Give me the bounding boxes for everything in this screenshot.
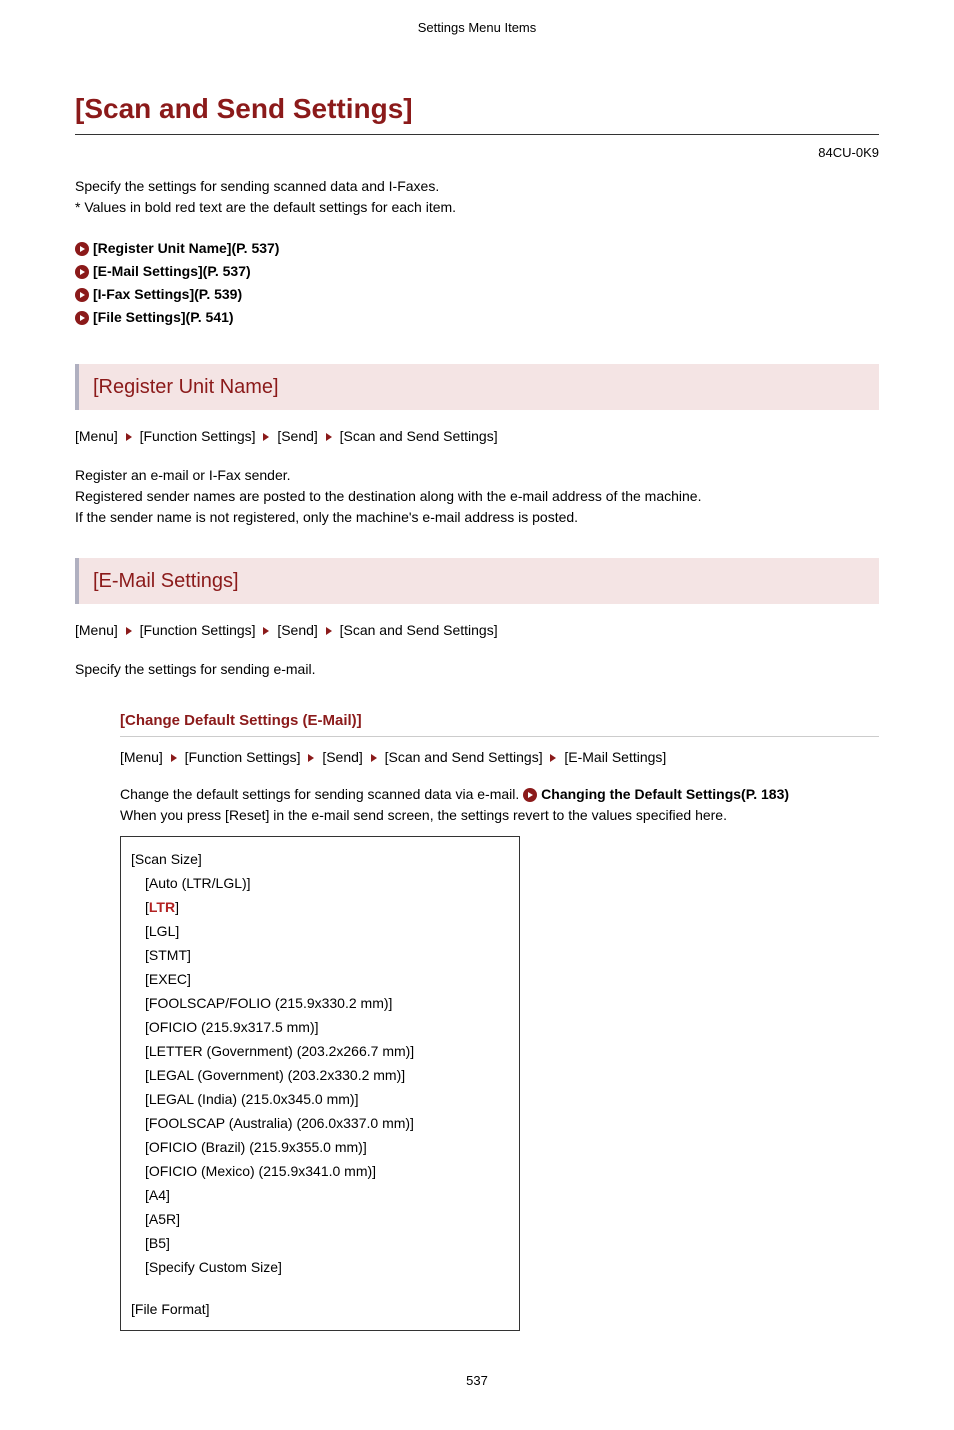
chevron-right-icon [550, 754, 556, 762]
chevron-right-icon [326, 433, 332, 441]
breadcrumb-item: [Function Settings] [140, 428, 256, 444]
link-label: [Register Unit Name](P. 537) [93, 238, 279, 259]
section-header-register: [Register Unit Name] [75, 364, 879, 410]
settings-box: [Scan Size] [Auto (LTR/LGL)] [LTR] [LGL]… [120, 836, 520, 1331]
setting-option: [OFICIO (Mexico) (215.9x341.0 mm)] [145, 1161, 509, 1182]
breadcrumb-item: [Scan and Send Settings] [385, 749, 543, 765]
body-line: Register an e-mail or I-Fax sender. [75, 465, 879, 486]
breadcrumb-item: [Send] [277, 428, 317, 444]
setting-option: [LEGAL (Government) (203.2x330.2 mm)] [145, 1065, 509, 1086]
setting-option: [LGL] [145, 921, 509, 942]
breadcrumb-item: [Function Settings] [185, 749, 301, 765]
setting-option: [OFICIO (215.9x317.5 mm)] [145, 1017, 509, 1038]
breadcrumb-item: [Menu] [120, 749, 163, 765]
breadcrumb-item: [Send] [322, 749, 362, 765]
chevron-right-icon [126, 627, 132, 635]
chevron-right-icon [308, 754, 314, 762]
setting-option: [B5] [145, 1233, 509, 1254]
setting-option: [FOOLSCAP/FOLIO (215.9x330.2 mm)] [145, 993, 509, 1014]
setting-group-scan-size: [Scan Size] [131, 849, 509, 870]
intro-text: Specify the settings for sending scanned… [75, 176, 879, 218]
link-file-settings[interactable]: [File Settings](P. 541) [75, 307, 879, 328]
page-number: 537 [75, 1371, 879, 1391]
page-title: [Scan and Send Settings] [75, 88, 879, 135]
document-code: 84CU-0K9 [75, 143, 879, 163]
chevron-right-icon [126, 433, 132, 441]
sub-desc: Change the default settings for sending … [120, 784, 879, 826]
setting-option: [A4] [145, 1185, 509, 1206]
breadcrumb-register: [Menu] [Function Settings] [Send] [Scan … [75, 426, 879, 447]
bullet-icon [75, 288, 89, 302]
intro-line: Specify the settings for sending scanned… [75, 176, 879, 197]
setting-option: [FOOLSCAP (Australia) (206.0x337.0 mm)] [145, 1113, 509, 1134]
setting-option: [EXEC] [145, 969, 509, 990]
breadcrumb-item: [E-Mail Settings] [564, 749, 666, 765]
link-label: [E-Mail Settings](P. 537) [93, 261, 251, 282]
link-label: Changing the Default Settings(P. 183) [541, 786, 789, 802]
link-list: [Register Unit Name](P. 537) [E-Mail Set… [75, 238, 879, 328]
link-register-unit-name[interactable]: [Register Unit Name](P. 537) [75, 238, 879, 259]
setting-option: [LEGAL (India) (215.0x345.0 mm)] [145, 1089, 509, 1110]
header-crumb: Settings Menu Items [75, 0, 879, 88]
link-ifax-settings[interactable]: [I-Fax Settings](P. 539) [75, 284, 879, 305]
bullet-icon [75, 265, 89, 279]
link-email-settings[interactable]: [E-Mail Settings](P. 537) [75, 261, 879, 282]
link-changing-default-settings[interactable]: Changing the Default Settings(P. 183) [523, 786, 789, 802]
link-label: [File Settings](P. 541) [93, 307, 234, 328]
breadcrumb-item: [Scan and Send Settings] [340, 428, 498, 444]
chevron-right-icon [263, 433, 269, 441]
breadcrumb-change-default: [Menu] [Function Settings] [Send] [Scan … [120, 747, 879, 768]
chevron-right-icon [171, 754, 177, 762]
bullet-icon [523, 788, 537, 802]
setting-option: [OFICIO (Brazil) (215.9x355.0 mm)] [145, 1137, 509, 1158]
breadcrumb-item: [Scan and Send Settings] [340, 622, 498, 638]
breadcrumb-item: [Function Settings] [140, 622, 256, 638]
setting-option: [LETTER (Government) (203.2x266.7 mm)] [145, 1041, 509, 1062]
body-line: If the sender name is not registered, on… [75, 507, 879, 528]
section-header-email: [E-Mail Settings] [75, 558, 879, 604]
breadcrumb-item: [Menu] [75, 428, 118, 444]
section-body-email: Specify the settings for sending e-mail. [75, 659, 879, 680]
section-body-register: Register an e-mail or I-Fax sender. Regi… [75, 465, 879, 528]
chevron-right-icon [263, 627, 269, 635]
breadcrumb-item: [Menu] [75, 622, 118, 638]
chevron-right-icon [326, 627, 332, 635]
setting-option: [A5R] [145, 1209, 509, 1230]
bullet-icon [75, 242, 89, 256]
setting-option-default: [LTR] [145, 897, 509, 918]
setting-option: [Specify Custom Size] [145, 1257, 509, 1278]
intro-line: * Values in bold red text are the defaul… [75, 197, 879, 218]
body-line: Registered sender names are posted to th… [75, 486, 879, 507]
desc-text: When you press [Reset] in the e-mail sen… [120, 805, 879, 826]
chevron-right-icon [371, 754, 377, 762]
sub-title-change-default: [Change Default Settings (E-Mail)] [120, 710, 879, 737]
breadcrumb-item: [Send] [277, 622, 317, 638]
setting-option: [STMT] [145, 945, 509, 966]
desc-text: Change the default settings for sending … [120, 786, 523, 802]
setting-group-file-format: [File Format] [131, 1299, 509, 1320]
default-value: LTR [149, 899, 175, 915]
link-label: [I-Fax Settings](P. 539) [93, 284, 242, 305]
breadcrumb-email: [Menu] [Function Settings] [Send] [Scan … [75, 620, 879, 641]
bullet-icon [75, 311, 89, 325]
setting-option: [Auto (LTR/LGL)] [145, 873, 509, 894]
